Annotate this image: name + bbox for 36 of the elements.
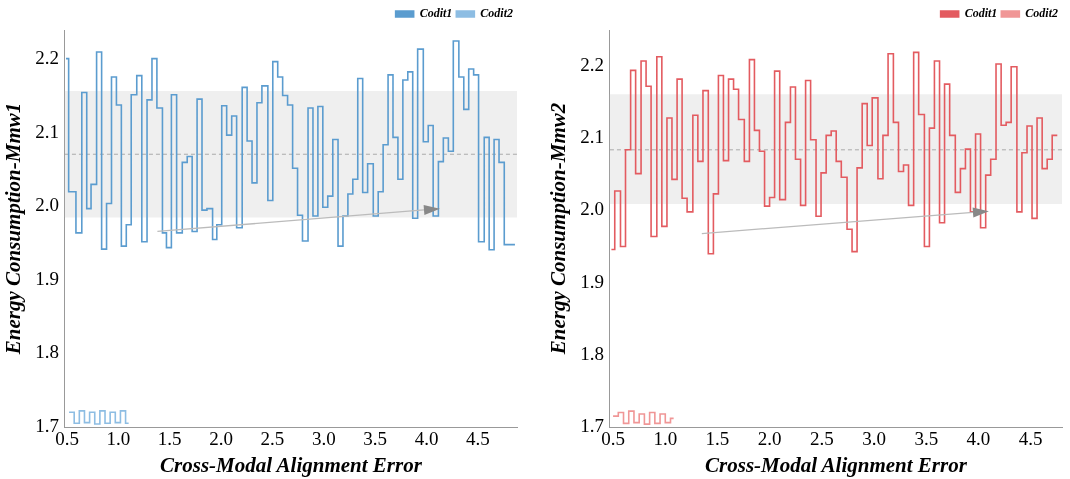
y-tick-label: 1.8 <box>580 342 604 364</box>
x-tick-label: 2.5 <box>810 428 834 450</box>
y-tick-label: 1.8 <box>35 341 59 363</box>
y-tick-label: 2.2 <box>35 47 59 69</box>
x-axis-title: Cross-Modal Alignment Error <box>160 452 423 477</box>
y-tick-label: 1.9 <box>35 267 59 289</box>
x-tick-label: 1.0 <box>653 428 678 450</box>
legend-label: Codit1 <box>964 6 998 21</box>
x-tick-label: 1.5 <box>157 428 182 450</box>
x-tick-label: 3.0 <box>311 428 336 450</box>
x-tick-label: 2.5 <box>260 428 285 450</box>
x-tick-label: 4.5 <box>1018 428 1043 450</box>
y-tick-label: 2.2 <box>580 54 604 76</box>
x-tick-label: 4.0 <box>966 428 991 450</box>
legend-label: Codit2 <box>480 6 513 21</box>
x-tick-label: 1.0 <box>106 428 131 450</box>
y-tick-label: 2.1 <box>580 126 604 148</box>
y-tick-label: 2.1 <box>35 120 59 142</box>
x-tick-label: 4.0 <box>414 428 439 450</box>
y-axis-title: Energy Consumption-Mmw1 <box>1 102 26 356</box>
x-tick-label: 4.5 <box>466 428 490 450</box>
x-tick-label: 0.5 <box>601 428 625 450</box>
y-tick-label: 2.0 <box>35 194 59 216</box>
x-tick-label: 3.0 <box>862 428 886 450</box>
legend-label: Codit1 <box>419 6 453 21</box>
x-tick-label: 0.5 <box>55 428 79 450</box>
x-tick-label: 3.5 <box>363 428 388 450</box>
y-axis-title: Energy Consumption-Mmw2 <box>546 102 571 356</box>
x-axis-title: Cross-Modal Alignment Error <box>705 452 968 477</box>
x-tick-label: 2.0 <box>209 428 233 450</box>
y-tick-label: 2.0 <box>580 198 604 220</box>
legend-label: Codit2 <box>1025 6 1058 21</box>
x-tick-label: 1.5 <box>705 428 730 450</box>
x-tick-label: 3.5 <box>914 428 939 450</box>
x-tick-label: 2.0 <box>757 428 782 450</box>
y-tick-label: 1.9 <box>580 270 604 292</box>
